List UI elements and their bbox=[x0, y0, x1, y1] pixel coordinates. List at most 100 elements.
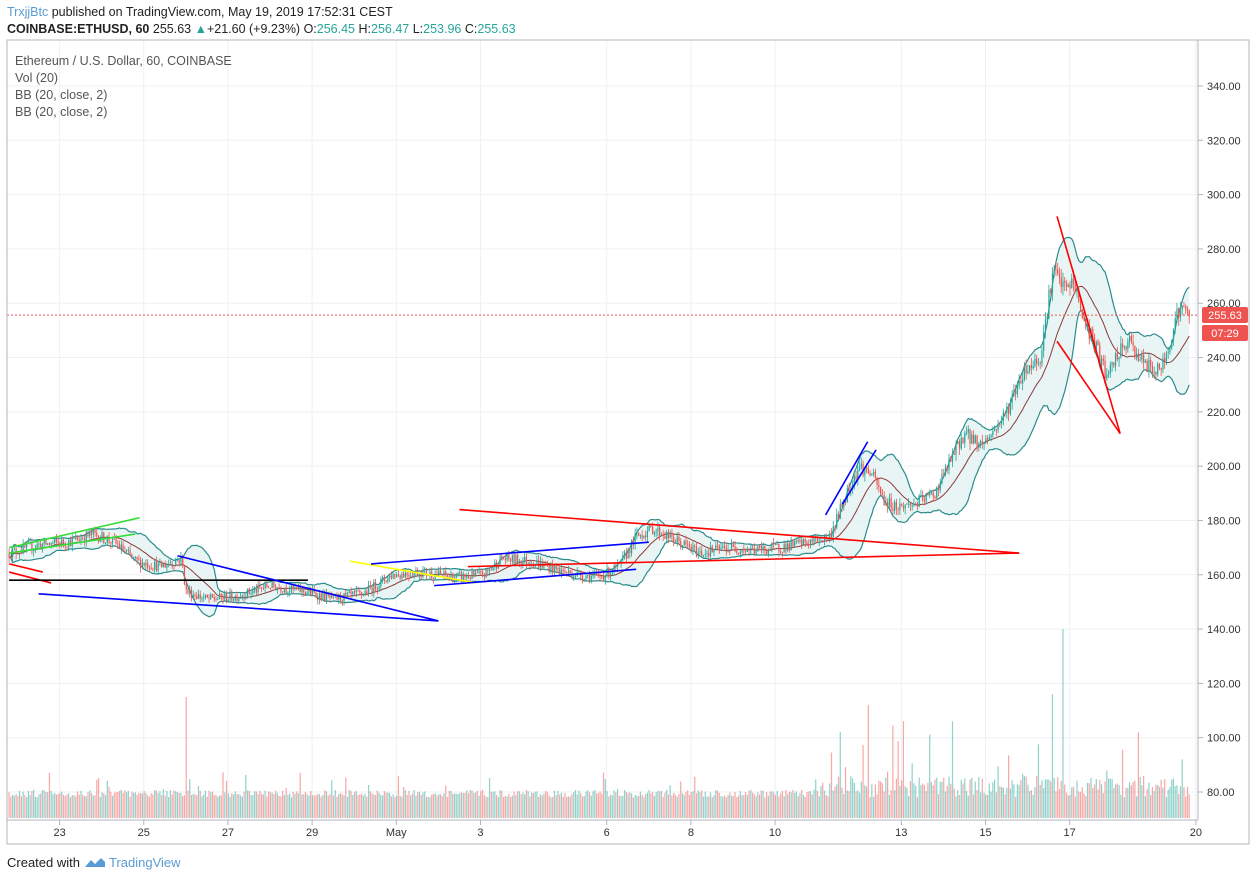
candle-body bbox=[1058, 273, 1061, 278]
volume-bar bbox=[848, 791, 850, 818]
volume-bar bbox=[713, 795, 715, 818]
volume-bar bbox=[22, 791, 24, 818]
candle-body bbox=[294, 587, 296, 589]
volume-bar bbox=[839, 731, 841, 818]
volume-bar bbox=[283, 795, 286, 818]
candle-body bbox=[1146, 360, 1148, 372]
volume-bar bbox=[273, 794, 275, 818]
candle-body bbox=[1078, 290, 1080, 302]
volume-bar bbox=[853, 782, 855, 818]
candle-body bbox=[687, 543, 689, 545]
volume-bar bbox=[1136, 796, 1138, 818]
candle-body bbox=[927, 493, 929, 496]
volume-bar bbox=[564, 792, 566, 818]
candle-body bbox=[485, 569, 487, 578]
volume-bar bbox=[1032, 794, 1034, 818]
candle-body bbox=[567, 570, 570, 574]
volume-bar bbox=[816, 790, 819, 818]
volume-bar bbox=[1093, 784, 1096, 818]
candle-body bbox=[99, 539, 101, 542]
volume-bar bbox=[275, 790, 277, 818]
volume-bar bbox=[1153, 791, 1155, 818]
price-axis[interactable]: 80.00 100.00 120.00 140.00 160.00 180.00 200.0… bbox=[1198, 81, 1241, 799]
candle-body bbox=[627, 549, 629, 559]
candle-body bbox=[904, 504, 906, 509]
volume-bar bbox=[322, 794, 324, 818]
candle-body bbox=[152, 568, 154, 570]
candle-body bbox=[390, 575, 392, 579]
candle-body bbox=[1157, 363, 1159, 375]
volume-bar bbox=[185, 696, 187, 818]
volume-bar bbox=[106, 780, 108, 818]
volume-bar bbox=[318, 794, 321, 818]
candle-body bbox=[132, 557, 135, 558]
volume-bar bbox=[239, 795, 242, 818]
candle-body bbox=[275, 586, 277, 591]
candle-body bbox=[124, 551, 126, 552]
legend-title[interactable]: Ethereum / U.S. Dollar, 60, COINBASE bbox=[15, 54, 232, 68]
volume-bar bbox=[366, 796, 368, 818]
volume-bar bbox=[1167, 789, 1169, 818]
candle-body bbox=[960, 437, 962, 449]
volume-bar bbox=[566, 796, 568, 818]
candle-body bbox=[436, 574, 438, 576]
tradingview-brand-link[interactable]: TradingView bbox=[109, 855, 181, 870]
volume-bar bbox=[948, 776, 950, 818]
volume-bar bbox=[573, 792, 575, 818]
candle-body bbox=[1013, 390, 1015, 396]
candle-body bbox=[322, 592, 324, 600]
time-tick-label: 23 bbox=[53, 827, 65, 839]
price-axis-background bbox=[1198, 40, 1256, 820]
volume-bar bbox=[178, 792, 180, 818]
candle-body bbox=[317, 596, 319, 600]
volume-bar bbox=[1121, 749, 1124, 818]
candle-body bbox=[252, 590, 254, 594]
time-axis[interactable]: 23 25 27 29 May 3 6 8 10 13 15 17 20 bbox=[53, 820, 1202, 839]
candle-body bbox=[974, 435, 976, 444]
volume-bar bbox=[1006, 787, 1008, 818]
candle-body bbox=[157, 562, 159, 571]
candle-body bbox=[26, 543, 28, 548]
author-link[interactable]: TrxjjBtc bbox=[7, 5, 49, 19]
price-tick-label: 80.00 bbox=[1207, 787, 1235, 799]
legend-bb-2[interactable]: BB (20, close, 2) bbox=[15, 105, 108, 119]
volume-bar bbox=[616, 789, 619, 818]
candle-body bbox=[467, 576, 470, 578]
candle-body bbox=[161, 561, 163, 568]
candle-body bbox=[685, 541, 687, 544]
candle-body bbox=[339, 594, 342, 601]
volume-bar bbox=[1058, 789, 1061, 818]
candle-body bbox=[511, 554, 513, 562]
candle-body bbox=[446, 575, 449, 577]
volume-bar bbox=[1086, 782, 1089, 818]
legend-volume[interactable]: Vol (20) bbox=[15, 71, 59, 85]
candle-body bbox=[1088, 324, 1090, 339]
volume-bar bbox=[45, 792, 47, 818]
candle-body bbox=[92, 529, 94, 535]
volume-bar bbox=[118, 790, 121, 818]
candle-body bbox=[1057, 269, 1059, 274]
candle-body bbox=[692, 545, 694, 551]
volume-bar bbox=[1164, 779, 1166, 818]
volume-bar bbox=[639, 791, 641, 818]
candle-body bbox=[492, 567, 494, 570]
legend-bb-1[interactable]: BB (20, close, 2) bbox=[15, 88, 108, 102]
candle-body bbox=[481, 571, 484, 577]
candle-body bbox=[1002, 412, 1004, 421]
volume-bar bbox=[238, 794, 240, 818]
indicator-legend: Ethereum / U.S. Dollar, 60, COINBASE Vol… bbox=[15, 53, 232, 121]
volume-bar bbox=[720, 795, 722, 818]
candle-body bbox=[783, 544, 785, 553]
volume-bar bbox=[636, 795, 638, 818]
candle-body bbox=[829, 533, 831, 540]
volume-bar bbox=[190, 794, 193, 818]
candle-body bbox=[992, 431, 994, 436]
candle-body bbox=[1074, 283, 1076, 293]
candle-body bbox=[1155, 371, 1157, 375]
volume-bar bbox=[280, 796, 282, 818]
candle-body bbox=[785, 544, 787, 551]
candle-body bbox=[283, 588, 286, 593]
volume-bar bbox=[850, 776, 852, 818]
candle-body bbox=[96, 532, 98, 536]
